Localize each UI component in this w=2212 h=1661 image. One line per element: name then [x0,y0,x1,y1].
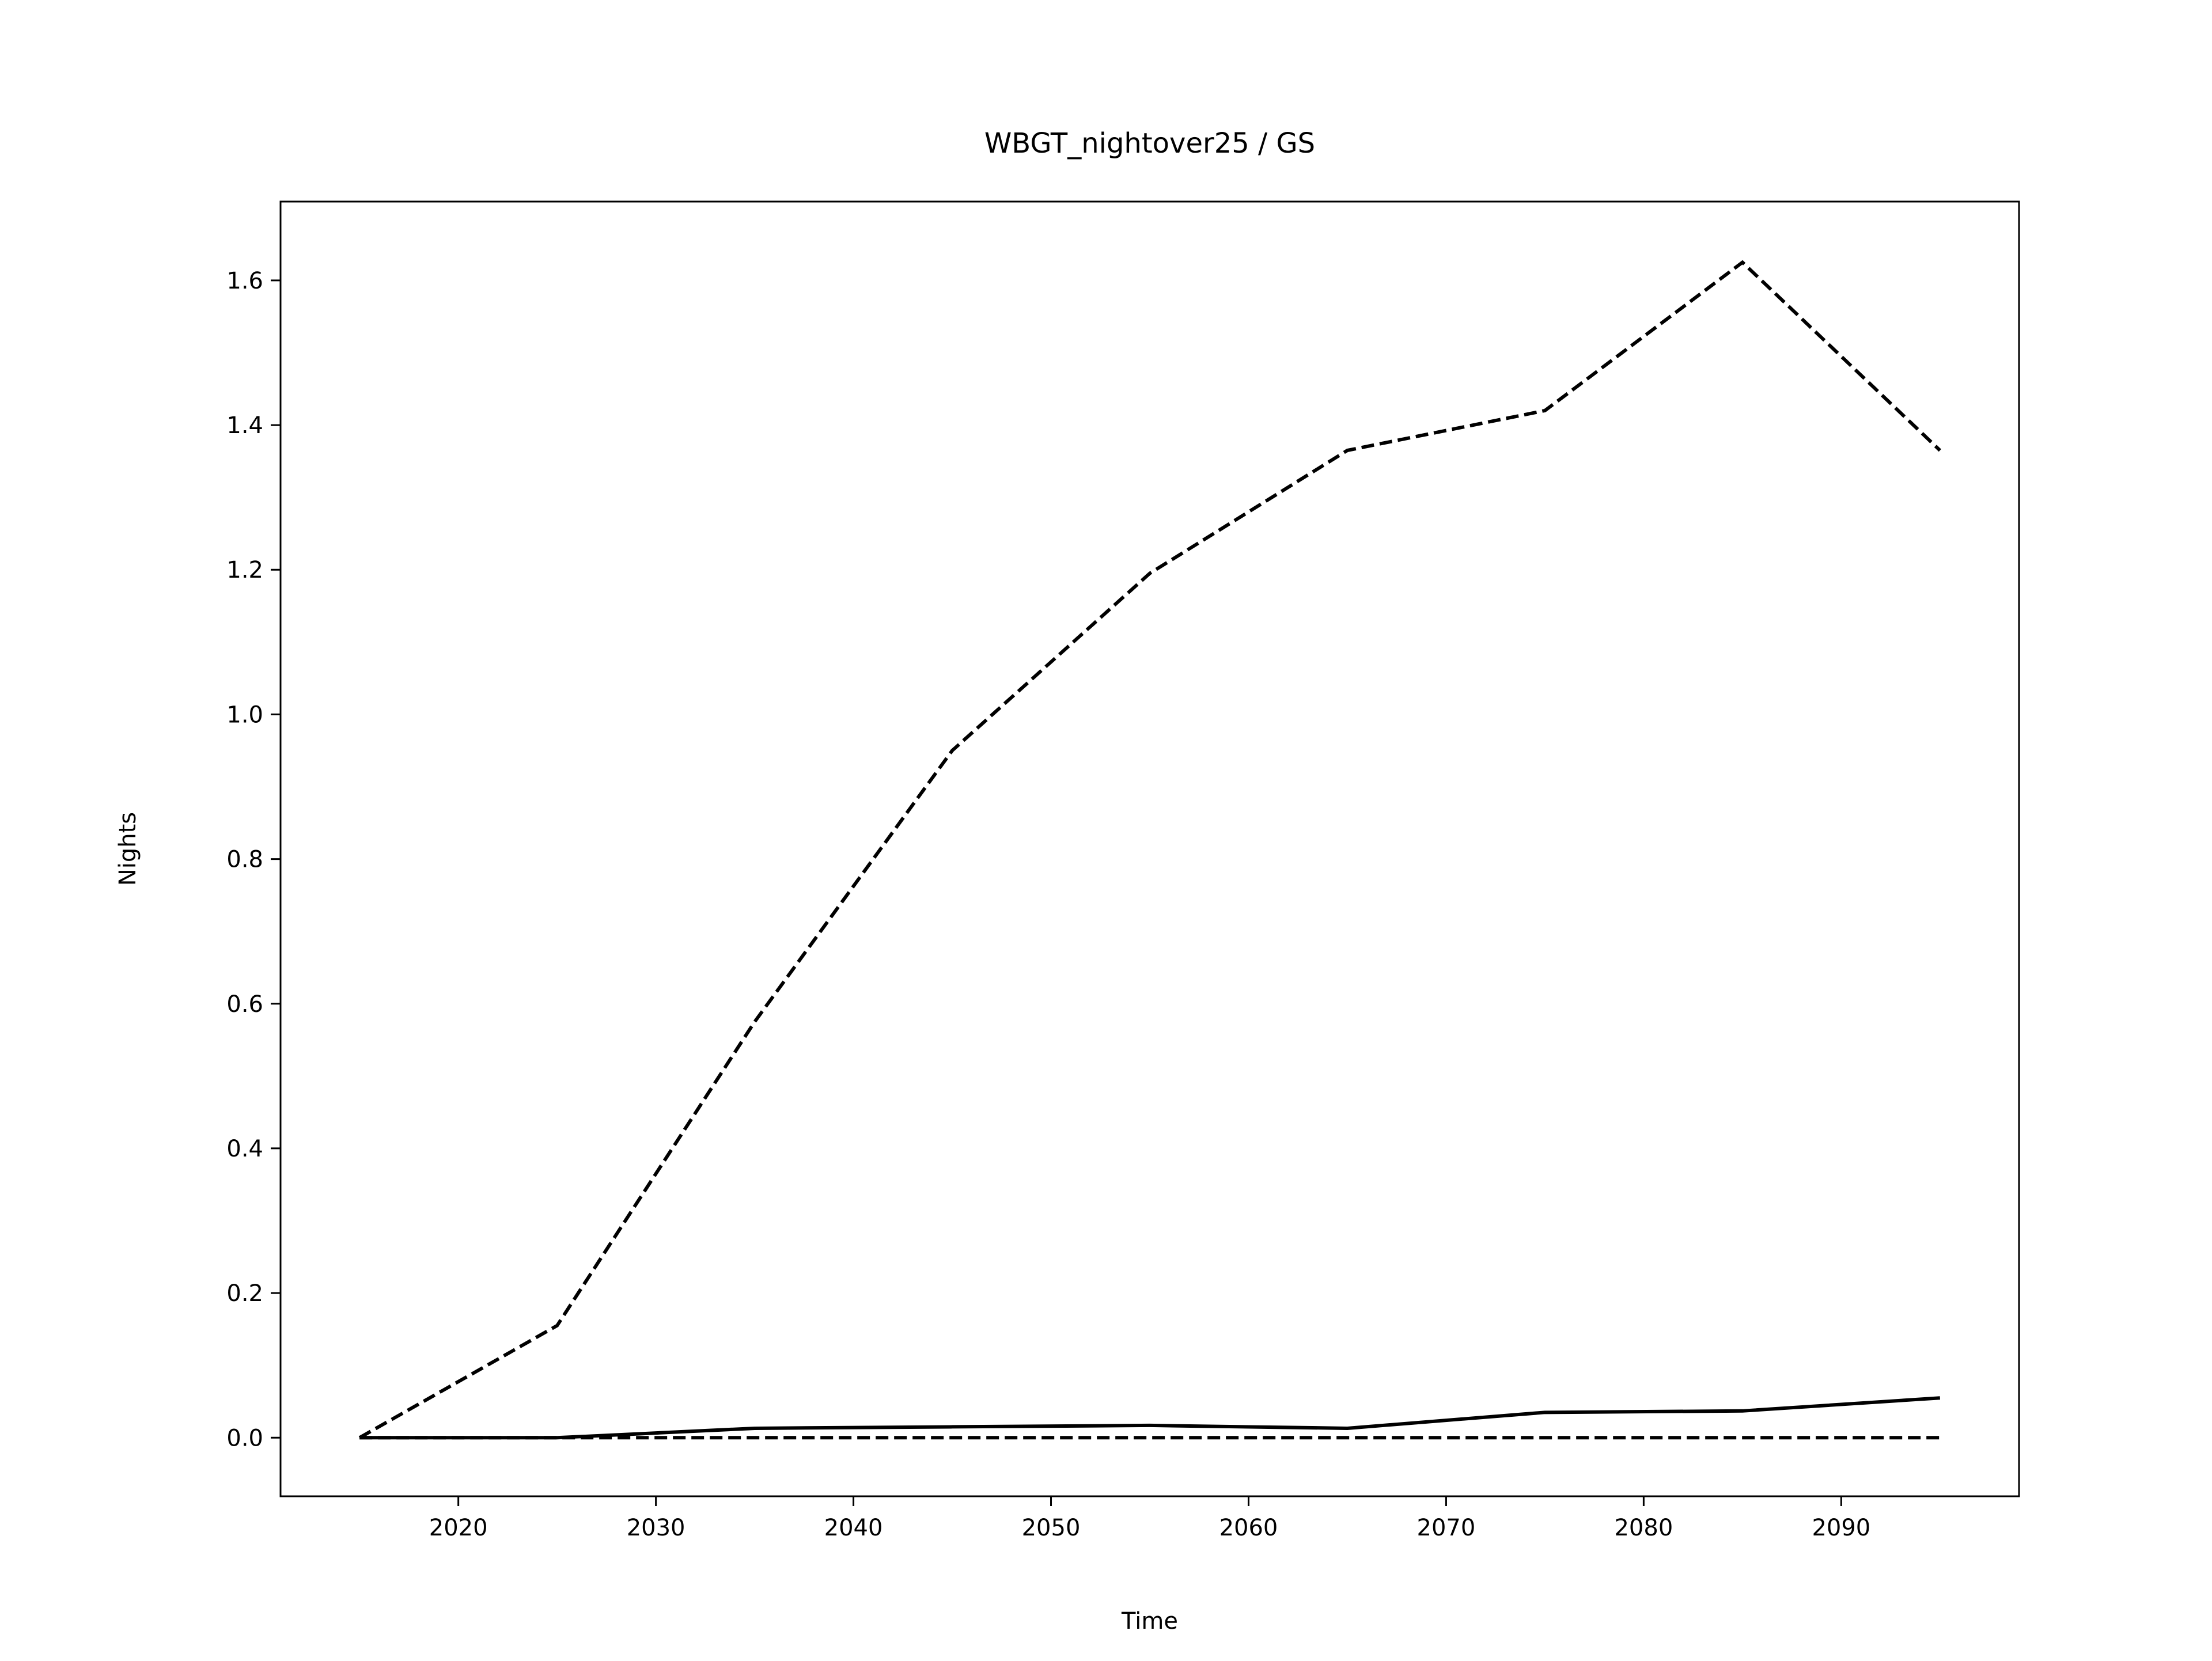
x-tick-label: 2060 [1219,1515,1278,1541]
y-tick-label: 0.6 [226,991,263,1018]
y-tick-label: 1.2 [226,557,263,583]
series-line [359,1396,1941,1440]
y-tick-label: 0.4 [226,1136,263,1162]
chart-title: WBGT_nightover25 / GS [984,127,1315,160]
x-tick-label: 2080 [1614,1515,1673,1541]
x-tick-label: 2030 [627,1515,685,1541]
y-tick-label: 0.0 [226,1425,263,1451]
y-tick-label: 1.0 [226,701,263,728]
y-tick-label: 0.8 [226,847,263,873]
x-tick-label: 2020 [429,1515,488,1541]
plot-frame [279,200,2020,1497]
y-tick-label: 1.4 [226,412,263,439]
y-tick-label: 0.2 [226,1280,263,1307]
x-axis-label: Time [1121,1608,1178,1635]
y-tick-label: 1.6 [226,268,263,294]
x-tick-label: 2090 [1812,1515,1870,1541]
x-tick-label: 2070 [1417,1515,1476,1541]
x-tick-label: 2040 [824,1515,883,1541]
series-line [358,260,1941,1439]
y-axis-label: Nights [115,812,141,886]
x-tick-label: 2050 [1022,1515,1081,1541]
